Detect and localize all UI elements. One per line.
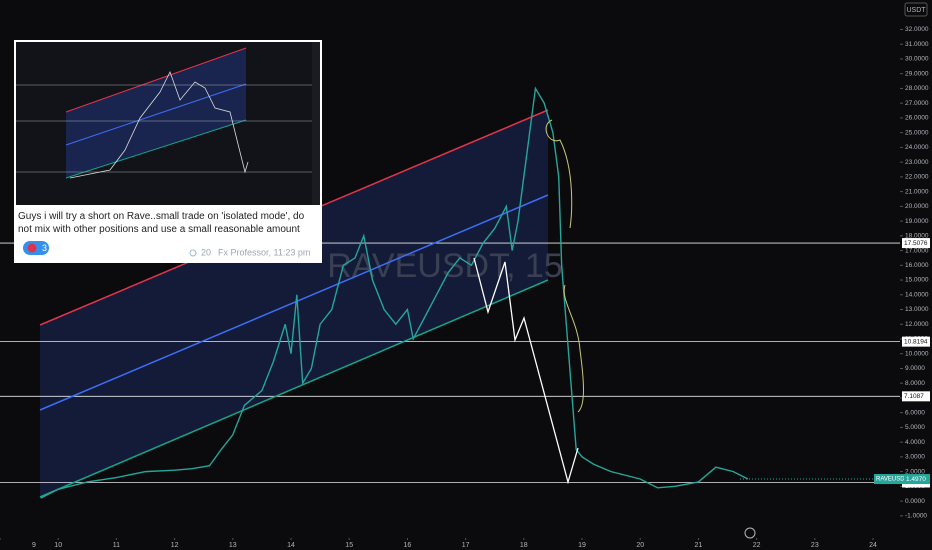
x-tick-label: 10 bbox=[54, 542, 62, 549]
y-tick-label: 3.0000 bbox=[905, 454, 925, 461]
y-tick-label: 8.0000 bbox=[905, 380, 925, 387]
y-tick-label: -1.0000 bbox=[905, 513, 927, 520]
currency-button[interactable] bbox=[904, 2, 928, 17]
x-tick-label: 16 bbox=[404, 542, 412, 549]
y-tick-label: 21.0000 bbox=[905, 188, 929, 195]
y-tick-label: 6.0000 bbox=[905, 409, 925, 416]
y-tick-label: 27.0000 bbox=[905, 100, 929, 107]
y-tick-label: 12.0000 bbox=[905, 321, 929, 328]
y-tick-label: 18.0000 bbox=[905, 233, 929, 240]
y-tick-label: 10.0000 bbox=[905, 350, 929, 357]
heart-icon bbox=[27, 243, 37, 253]
level-badge bbox=[902, 238, 930, 249]
x-tick-label: 24 bbox=[869, 542, 877, 549]
y-tick-label: 23.0000 bbox=[905, 159, 929, 166]
reaction-count: 3 bbox=[42, 243, 47, 253]
views-icon bbox=[189, 249, 197, 257]
y-tick-label: 14.0000 bbox=[905, 291, 929, 298]
inset-channel bbox=[66, 48, 246, 178]
y-tick-label: 26.0000 bbox=[905, 115, 929, 122]
inset-line bbox=[65, 47, 247, 113]
level-label: 17.5076 bbox=[904, 240, 928, 247]
x-tick-label: 9 bbox=[32, 542, 36, 549]
channel-mid bbox=[39, 194, 549, 411]
currency: USDT bbox=[906, 7, 926, 14]
x-tick-label: 14 bbox=[287, 542, 295, 549]
views: 20 bbox=[201, 247, 211, 257]
projection-arrow bbox=[473, 257, 579, 485]
x-tick-label: 23 bbox=[811, 542, 819, 549]
y-tick-label: 16.0000 bbox=[905, 262, 929, 269]
y-tick-label: 20.0000 bbox=[905, 203, 929, 210]
x-tick-label: 15 bbox=[345, 542, 353, 549]
x-tick-label: 21 bbox=[695, 542, 703, 549]
y-tick-label: 19.0000 bbox=[905, 218, 929, 225]
inset-line bbox=[65, 83, 247, 146]
x-tick-label: 11 bbox=[113, 542, 120, 549]
last-price-label: 1.4970 bbox=[906, 476, 926, 483]
y-tick-label: 29.0000 bbox=[905, 70, 929, 77]
y-tick-label: 0.0000 bbox=[905, 498, 925, 505]
x-tick-label: 20 bbox=[636, 542, 644, 549]
x-tick-label: 18 bbox=[520, 542, 528, 549]
author-time: Fx Professor, 11:23 pm bbox=[218, 247, 310, 257]
x-tick-label: 12 bbox=[171, 542, 179, 549]
y-tick-label: 31.0000 bbox=[905, 41, 929, 48]
symbol-label: RAVEUSDT bbox=[876, 477, 909, 483]
y-tick-label: 5.0000 bbox=[905, 424, 925, 431]
symbol-badge bbox=[874, 474, 904, 485]
x-tick-label: 19 bbox=[578, 542, 586, 549]
y-tick-label: 30.0000 bbox=[905, 56, 929, 63]
level-badge bbox=[902, 391, 930, 402]
x-tick-label: 13 bbox=[229, 542, 237, 549]
post-text: Guys i will try a short on Rave..small t… bbox=[18, 211, 305, 235]
y-tick-label: 25.0000 bbox=[905, 129, 929, 136]
y-tick-label: 24.0000 bbox=[905, 144, 929, 151]
level-label: 10.8194 bbox=[904, 338, 928, 345]
y-tick-label: 32.0000 bbox=[905, 26, 929, 33]
x-tick-label: 22 bbox=[753, 542, 761, 549]
level-badge bbox=[902, 336, 930, 347]
last-price-badge bbox=[904, 474, 930, 485]
annotation-curve bbox=[545, 119, 573, 229]
x-tick-label: 17 bbox=[462, 542, 470, 549]
y-tick-label: 4.0000 bbox=[905, 439, 925, 446]
inset-axis bbox=[312, 42, 320, 205]
channel-fill bbox=[40, 110, 548, 497]
annotation-curve bbox=[563, 284, 584, 413]
y-tick-label: 17.0000 bbox=[905, 247, 929, 254]
y-tick-label: 13.0000 bbox=[905, 306, 929, 313]
inset-line bbox=[65, 119, 247, 179]
level-label: 7.1087 bbox=[904, 393, 924, 400]
y-tick-label: 28.0000 bbox=[905, 85, 929, 92]
logo-icon bbox=[744, 527, 756, 539]
y-tick-label: 22.0000 bbox=[905, 174, 929, 181]
price-line bbox=[40, 86, 749, 499]
y-tick-label: 9.0000 bbox=[905, 365, 925, 372]
price-axis bbox=[900, 0, 932, 550]
inset-price bbox=[69, 70, 249, 179]
y-tick-label: 15.0000 bbox=[905, 277, 929, 284]
channel-bottom bbox=[39, 279, 549, 498]
y-tick-label: 2.0000 bbox=[905, 468, 925, 475]
